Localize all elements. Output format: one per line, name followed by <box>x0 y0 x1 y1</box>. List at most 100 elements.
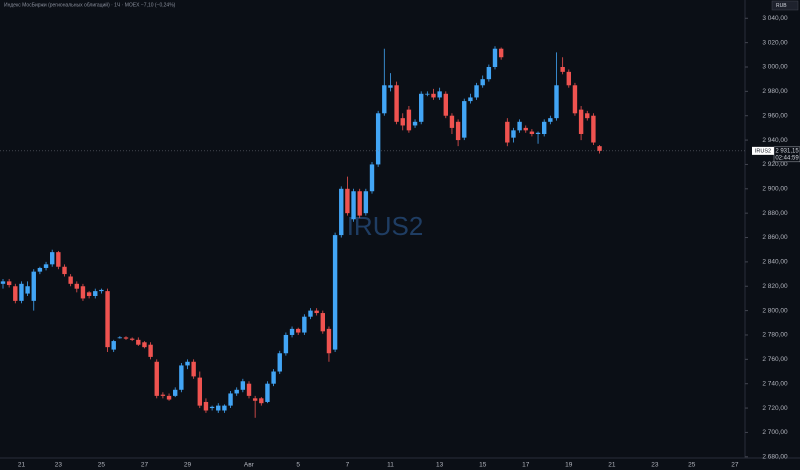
candle-body <box>572 85 578 114</box>
candle-body <box>468 97 473 102</box>
candle-body <box>80 286 86 299</box>
candle-body <box>394 85 399 122</box>
symbol-tag-bg <box>752 146 774 155</box>
x-tick-label: 7 <box>346 462 350 469</box>
candle-body <box>173 389 178 396</box>
last-price-bg <box>773 146 800 163</box>
x-tick-label: 17 <box>522 462 530 469</box>
candle-body <box>283 334 289 354</box>
x-tick-label: 25 <box>688 462 696 469</box>
currency-box[interactable] <box>771 0 799 11</box>
candle-body <box>498 48 504 58</box>
x-tick-label: 25 <box>98 462 106 469</box>
candle-body <box>542 121 547 134</box>
y-tick-label: 2 880,00 <box>762 210 788 217</box>
candle-body <box>412 121 418 126</box>
candle-body <box>289 328 295 335</box>
candle-body <box>339 188 344 236</box>
y-tick-label: 2 800,00 <box>762 307 788 314</box>
candle-body <box>443 93 448 116</box>
candle-body <box>197 377 202 406</box>
candle-body <box>560 66 565 72</box>
candle-body <box>419 93 424 122</box>
y-tick-label: 2 860,00 <box>762 234 788 241</box>
candle-body <box>6 281 12 286</box>
x-tick-label: 29 <box>184 462 192 469</box>
y-tick-label: 3 000,00 <box>762 64 788 71</box>
y-tick-label: 2 820,00 <box>762 283 788 290</box>
candle-body <box>535 132 541 134</box>
candle-body <box>68 276 73 284</box>
currency[interactable]: RUB <box>776 3 787 9</box>
candle-body <box>19 283 24 301</box>
candle-body <box>382 85 387 114</box>
candle-body <box>308 310 313 317</box>
candle-body <box>486 66 492 80</box>
candle-body <box>431 93 436 98</box>
candle-body <box>148 344 153 357</box>
candle-body <box>154 361 159 396</box>
candle-body <box>166 395 172 400</box>
candle-body <box>369 164 375 192</box>
x-tick-label: 23 <box>651 462 659 469</box>
candle-body <box>400 118 405 126</box>
candle-body <box>591 115 596 143</box>
candle-body <box>74 283 79 289</box>
candle-body <box>252 398 258 401</box>
candle-body <box>234 389 239 394</box>
candle-body <box>277 353 282 372</box>
candle-body <box>597 146 602 151</box>
candle-body <box>259 398 264 404</box>
candle-body <box>548 118 553 122</box>
y-tick-label: 2 980,00 <box>762 88 788 95</box>
x-tick-label: 19 <box>565 462 573 469</box>
x-tick-label: 11 <box>387 462 394 469</box>
candle-body <box>117 337 123 339</box>
candle-body <box>160 394 166 396</box>
y-tick-label: 2 940,00 <box>762 137 788 144</box>
candle-body <box>296 328 301 333</box>
header: Индекс МосБиржи (региональных облигаций)… <box>4 1 176 8</box>
candle-body <box>99 289 104 292</box>
candle-body <box>56 252 61 267</box>
candle-body <box>511 130 516 138</box>
y-tick-label: 2 840,00 <box>762 259 788 266</box>
last-price-label: 2 931,15 <box>775 148 799 154</box>
candle-body <box>480 79 485 86</box>
candle-body <box>179 365 184 390</box>
candle-body <box>492 48 498 67</box>
candle-body <box>406 109 412 131</box>
x-tick-label: 23 <box>55 462 63 469</box>
candle-body <box>363 191 369 214</box>
y-tick-label: 3 040,00 <box>762 15 788 22</box>
x-tick-label: 27 <box>731 462 739 469</box>
candle-body <box>93 291 98 296</box>
candle-body <box>228 393 233 406</box>
candle-body <box>566 71 571 86</box>
candle-body <box>474 85 479 98</box>
y-tick-label: 3 020,00 <box>762 39 788 46</box>
symbol-tag: IRUS2 <box>755 148 771 154</box>
candle-body <box>246 383 252 396</box>
candle-body <box>25 286 30 294</box>
x-tick-label: 5 <box>296 462 300 469</box>
candle-body <box>216 405 221 411</box>
candle-body <box>62 266 67 275</box>
candle-body <box>185 361 190 366</box>
candle-body <box>123 337 129 339</box>
y-tick-label: 2 900,00 <box>762 186 788 193</box>
candle-body <box>529 131 535 134</box>
candle-body <box>425 93 430 95</box>
candle-body <box>302 316 307 333</box>
candle-body <box>449 115 455 128</box>
candle-body <box>462 101 467 138</box>
candle-body <box>203 401 209 411</box>
candle-body <box>222 405 227 411</box>
candle-body <box>326 328 332 354</box>
y-tick-label: 2 740,00 <box>762 380 788 387</box>
candle-body <box>554 85 559 119</box>
x-tick-label: 21 <box>18 462 26 469</box>
candle-body <box>578 109 584 134</box>
